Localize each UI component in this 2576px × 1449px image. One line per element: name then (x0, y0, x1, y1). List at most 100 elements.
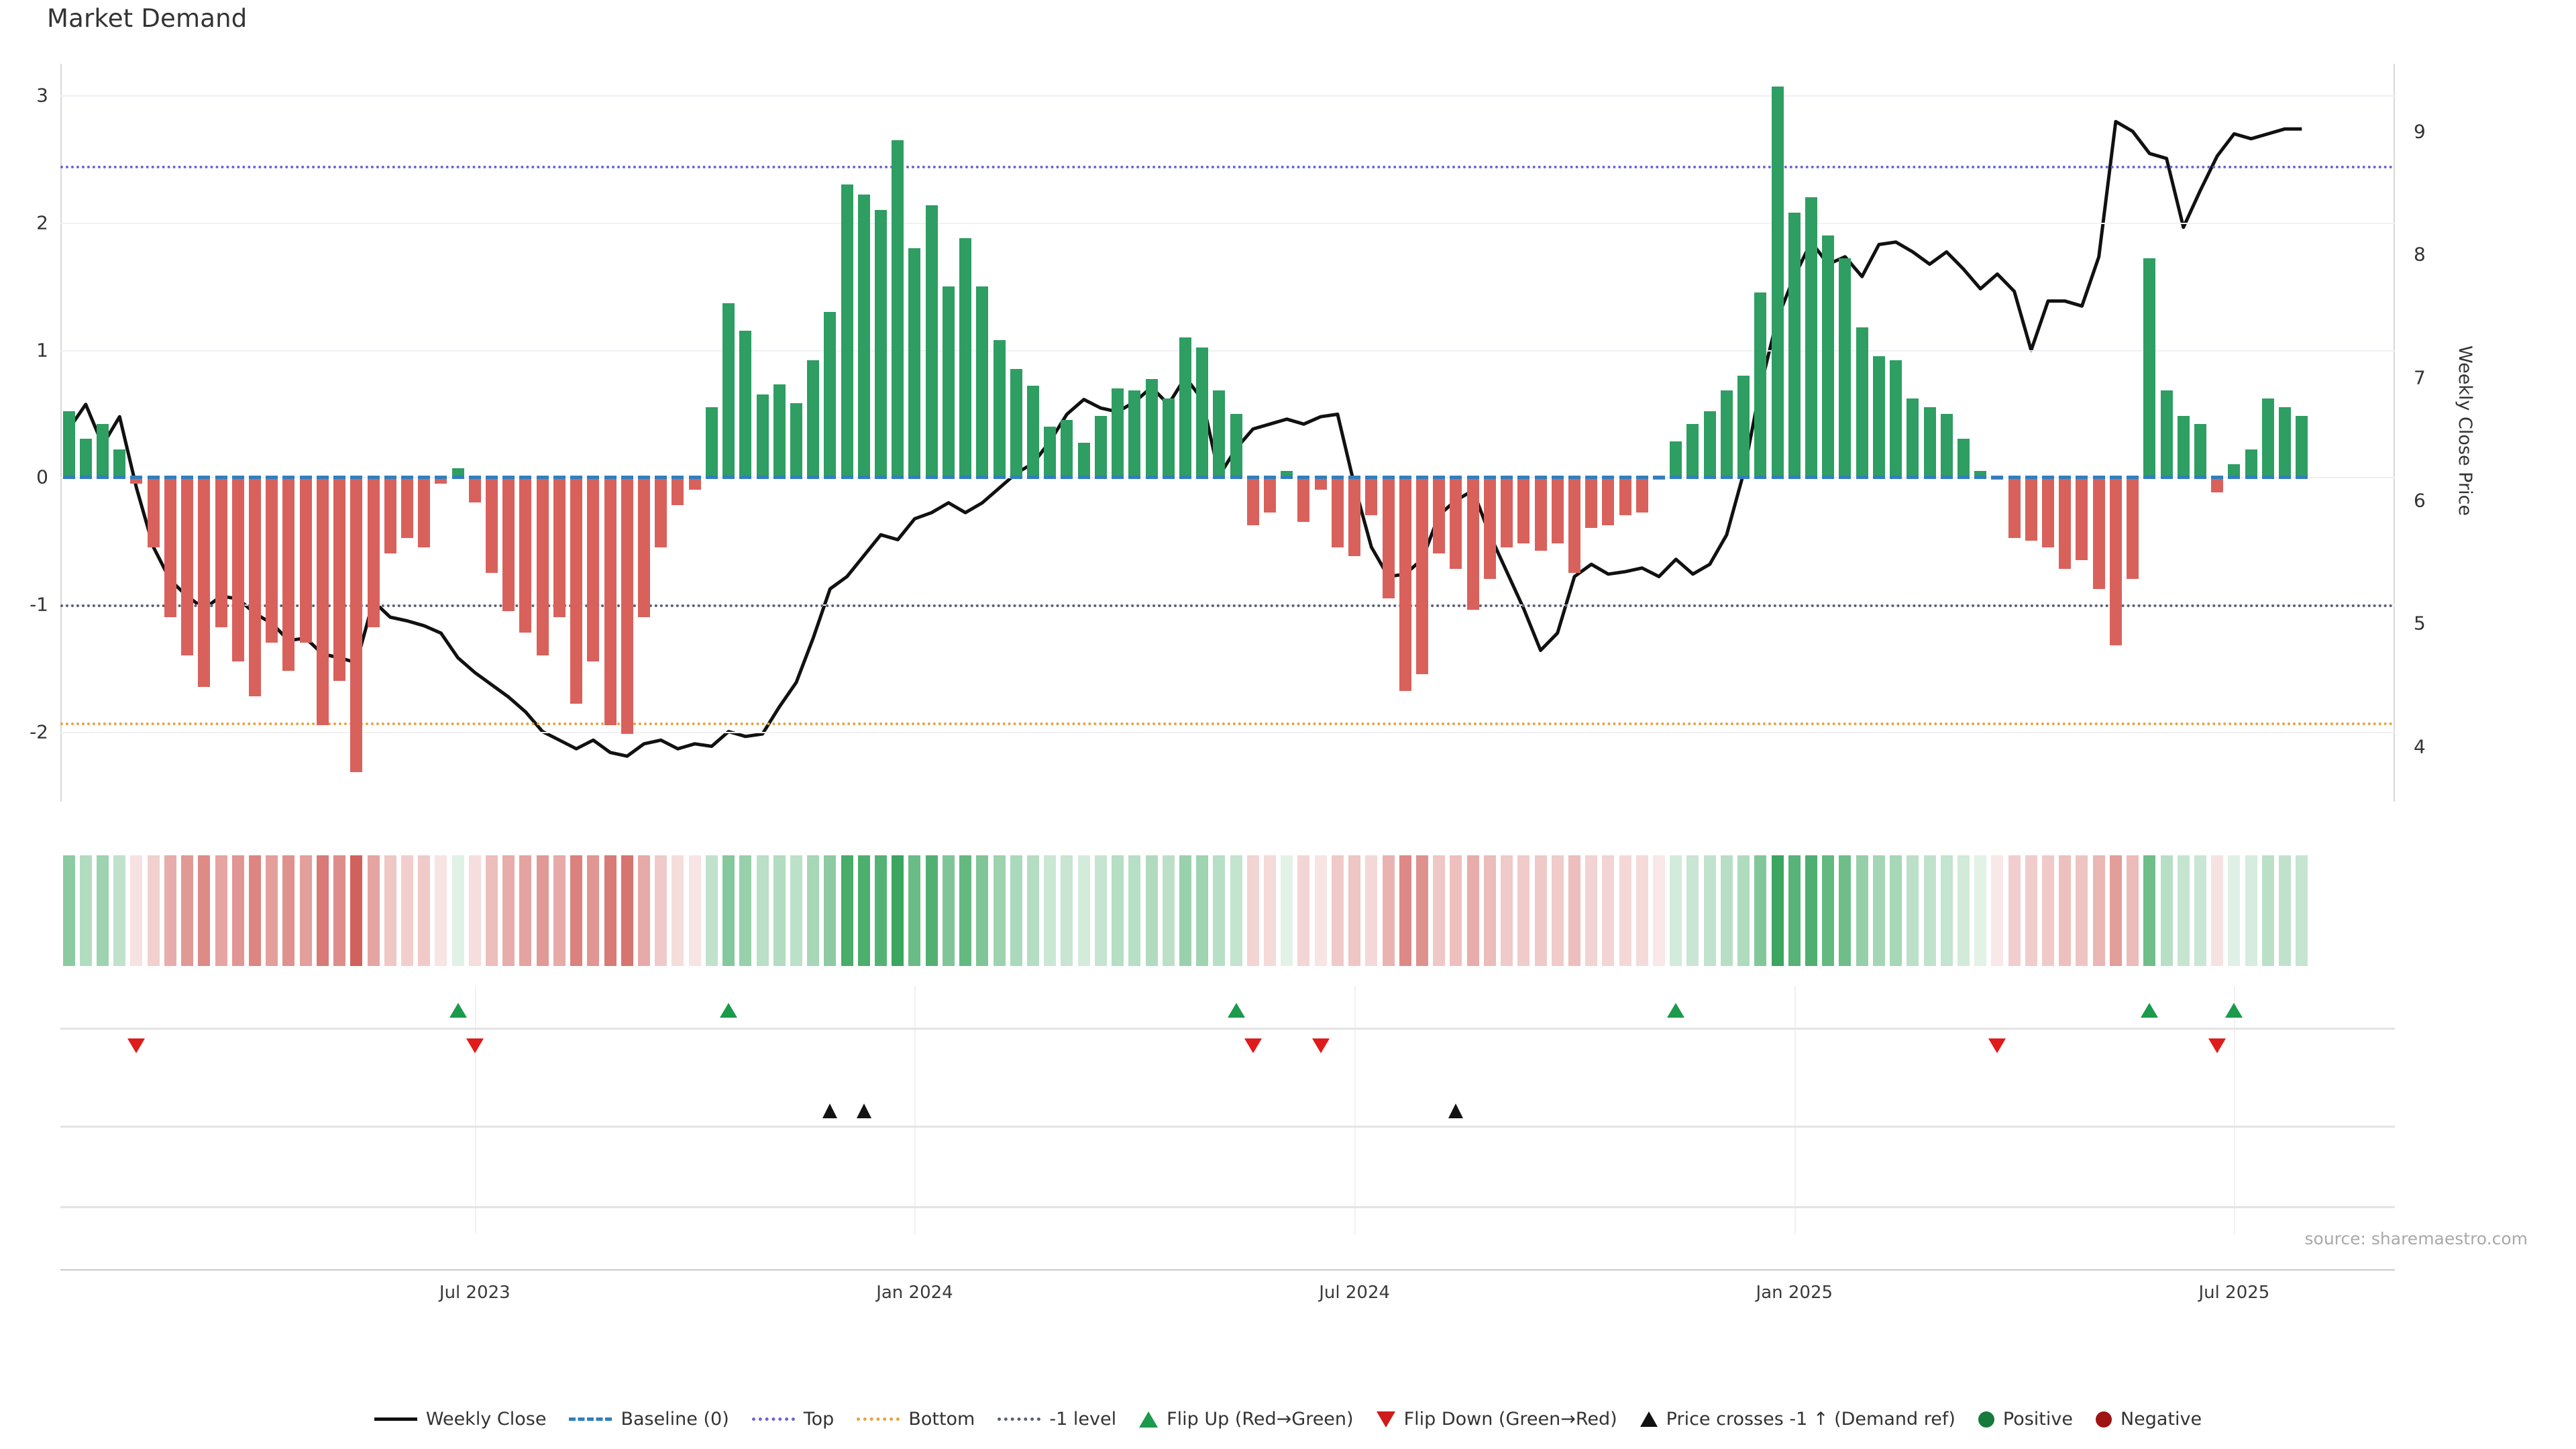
demand-bar (1044, 426, 1057, 478)
heat-cell (299, 855, 312, 966)
baseline-segment (1686, 476, 1699, 480)
baseline-segment (2059, 476, 2072, 480)
baseline-segment (198, 476, 211, 480)
right-axis-line (2394, 64, 2395, 802)
heat-cell (2160, 855, 2173, 966)
legend-item[interactable]: Positive (1978, 1409, 2073, 1430)
heat-cell (1382, 855, 1395, 966)
legend-item[interactable]: Top (751, 1409, 834, 1430)
baseline-segment (1822, 476, 1835, 480)
heat-cell (130, 855, 143, 966)
heat-cell (824, 855, 837, 966)
legend-item[interactable]: Weekly Close (374, 1409, 547, 1430)
demand-bar (1839, 258, 1851, 478)
dotted-line-icon (857, 1417, 900, 1421)
demand-bar (1466, 477, 1479, 610)
demand-bar (1788, 212, 1801, 478)
baseline-segment (1399, 476, 1411, 480)
heat-cell (316, 855, 329, 966)
heat-cell (231, 855, 244, 966)
demand-bar (1703, 411, 1716, 478)
baseline-segment (1246, 476, 1259, 480)
baseline-segment (857, 476, 870, 480)
demand-bar (1890, 360, 1902, 478)
heat-cell (1822, 855, 1835, 966)
demand-bar (604, 477, 616, 726)
heat-cell (1957, 855, 1970, 966)
demand-bar (2160, 390, 2173, 478)
heat-cell (1162, 855, 1175, 966)
legend-item-label: Negative (2120, 1409, 2202, 1430)
legend-item[interactable]: Negative (2095, 1409, 2202, 1430)
heat-cell (1839, 855, 1851, 966)
baseline-segment (976, 476, 989, 480)
demand-bar (451, 468, 464, 478)
flip-up-marker (1227, 1003, 1245, 1018)
flip-up-marker (1667, 1003, 1685, 1018)
legend-item[interactable]: Baseline (0) (569, 1409, 729, 1430)
demand-bar (1501, 477, 1513, 547)
demand-bar (2296, 416, 2308, 478)
vertical-gridline (1794, 986, 1796, 1073)
vertical-gridline (2234, 986, 2236, 1073)
legend-item[interactable]: Bottom (857, 1409, 975, 1430)
legend-item[interactable]: Flip Down (Green→Red) (1376, 1409, 1617, 1430)
heat-cell (2245, 855, 2257, 966)
legend-item-label: Baseline (0) (621, 1409, 729, 1430)
x-axis-tick: Jul 2025 (2198, 1283, 2270, 1303)
triangle-up-icon (1640, 1411, 1658, 1427)
legend-item[interactable]: Flip Up (Red→Green) (1139, 1409, 1354, 1430)
baseline-segment (1213, 476, 1226, 480)
heat-cell (756, 855, 769, 966)
gridline (60, 350, 2395, 352)
legend-item[interactable]: Price crosses -1 ↑ (Demand ref) (1640, 1409, 1955, 1430)
legend-item[interactable]: -1 level (998, 1409, 1116, 1430)
baseline-segment (1027, 476, 1039, 480)
vertical-gridline (1794, 1073, 1796, 1234)
heat-cell (147, 855, 160, 966)
baseline-segment (1568, 476, 1580, 480)
baseline-segment (875, 476, 888, 480)
baseline-segment (959, 476, 972, 480)
circle-icon (2095, 1411, 2112, 1428)
demand-bar (1416, 477, 1428, 675)
heat-cell (1653, 855, 1666, 966)
demand-bar (130, 477, 143, 484)
baseline-segment (1991, 476, 2004, 480)
demand-bar (266, 477, 278, 643)
heat-cell (553, 855, 566, 966)
demand-bar (621, 477, 633, 735)
demand-bar (164, 477, 176, 617)
baseline-segment (113, 476, 126, 480)
baseline-segment (1230, 476, 1242, 480)
baseline-segment (1331, 476, 1344, 480)
demand-bar (857, 195, 870, 478)
heat-cell (773, 855, 786, 966)
baseline-segment (993, 476, 1006, 480)
heat-cell (570, 855, 583, 966)
heat-cell (1872, 855, 1885, 966)
demand-bar (553, 477, 566, 617)
baseline-segment (1974, 476, 1987, 480)
demand-bar (1297, 477, 1310, 522)
vertical-gridline (474, 986, 476, 1073)
triangle-up-icon (1139, 1411, 1159, 1428)
legend-item-label: Weekly Close (425, 1409, 547, 1430)
demand-bar (705, 407, 718, 478)
heat-cell (2025, 855, 2037, 966)
baseline-segment (1365, 476, 1378, 480)
demand-bar (2228, 464, 2241, 478)
heat-cell (1399, 855, 1411, 966)
heat-cell (113, 855, 126, 966)
heat-cell (1044, 855, 1057, 966)
x-axis-tick: Jan 2024 (876, 1283, 953, 1303)
heat-cell (1348, 855, 1361, 966)
demand-bar (147, 477, 160, 547)
heat-cell (1128, 855, 1141, 966)
demand-bar (570, 477, 583, 704)
demand-bar (976, 286, 989, 478)
heat-cell (1281, 855, 1293, 966)
baseline-segment (62, 476, 75, 480)
demand-bar (959, 237, 972, 478)
heat-cell (1907, 855, 1919, 966)
